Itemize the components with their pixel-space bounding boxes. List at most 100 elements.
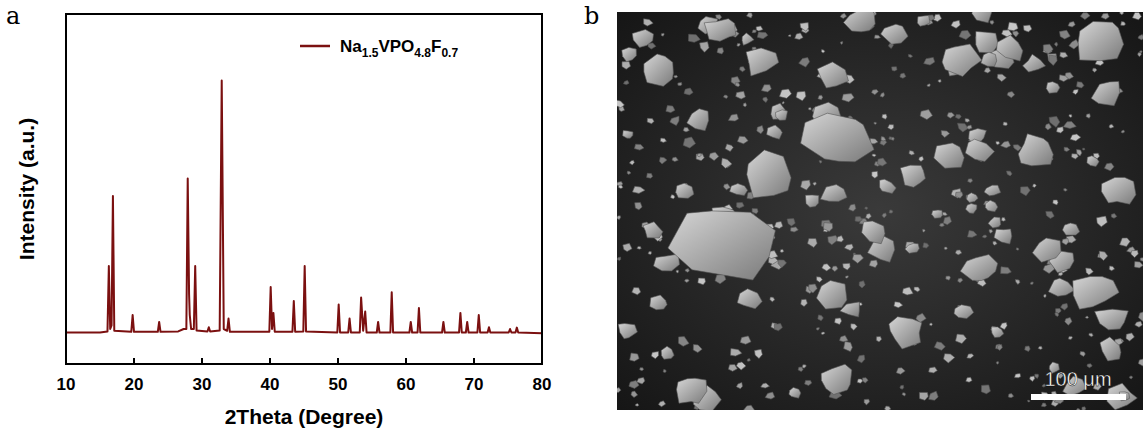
- particle: [676, 183, 694, 198]
- particle: [1101, 177, 1136, 204]
- particle: [1109, 124, 1114, 128]
- particle: [723, 95, 728, 99]
- particle: [840, 13, 846, 18]
- particle: [863, 378, 869, 383]
- particle: [1030, 282, 1033, 285]
- particle: [623, 131, 633, 139]
- particle: [654, 254, 680, 271]
- particle: [819, 161, 822, 164]
- particle: [1038, 346, 1042, 349]
- particle: [736, 382, 742, 388]
- particle: [1013, 31, 1019, 37]
- particle: [1028, 400, 1030, 402]
- particle: [929, 391, 939, 400]
- particle: [805, 380, 812, 385]
- particle: [623, 243, 632, 251]
- particle: [663, 370, 666, 373]
- particle: [737, 289, 762, 309]
- particle: [1104, 163, 1114, 171]
- particle: [900, 385, 904, 389]
- particle: [709, 152, 719, 160]
- figure: 10203040506070802Theta (Degree)Intensity…: [0, 0, 1144, 447]
- particle: [1016, 248, 1019, 251]
- particle: [725, 144, 733, 152]
- particle: [631, 391, 638, 397]
- plot-data: [66, 81, 542, 334]
- particle: [676, 270, 679, 273]
- particle: [780, 249, 784, 252]
- particle: [752, 209, 758, 214]
- x-tick: [473, 358, 475, 364]
- particle: [1093, 68, 1098, 72]
- particle: [1060, 52, 1068, 58]
- particle: [1033, 184, 1037, 187]
- particle: [1120, 12, 1124, 15]
- particle: [661, 346, 674, 359]
- particle: [630, 353, 639, 361]
- particle: [1003, 122, 1007, 126]
- particle: [1085, 316, 1088, 318]
- particle: [1129, 376, 1132, 379]
- particle: [1087, 156, 1099, 167]
- particle: [960, 255, 997, 281]
- particle: [1000, 323, 1007, 330]
- particle: [799, 58, 810, 68]
- panel-letter: b: [584, 2, 599, 30]
- particle: [634, 144, 644, 150]
- particle: [817, 281, 847, 310]
- particle: [1070, 134, 1081, 141]
- particle: [947, 113, 955, 119]
- particle: [967, 125, 972, 129]
- particle: [715, 274, 726, 284]
- particle: [697, 153, 701, 157]
- particle: [843, 263, 851, 270]
- particle: [939, 223, 944, 227]
- particle: [880, 179, 897, 193]
- particle: [1091, 81, 1119, 105]
- x-tick: [337, 358, 339, 364]
- particle: [1045, 124, 1051, 130]
- particle: [1025, 346, 1031, 352]
- particle: [857, 379, 863, 383]
- particle: [1134, 262, 1143, 268]
- particle: [1063, 223, 1080, 235]
- particle: [685, 279, 690, 282]
- particle: [747, 13, 753, 18]
- particle: [670, 116, 679, 125]
- y-axis-title: Intensity (a.u.): [15, 118, 38, 260]
- particle: [629, 160, 634, 165]
- particle: [651, 352, 658, 359]
- x-tick: [269, 358, 271, 364]
- particle: [767, 125, 783, 139]
- particle: [744, 405, 755, 410]
- particle: [1055, 42, 1058, 46]
- particle: [959, 30, 971, 39]
- particle: [1007, 92, 1015, 98]
- particle: [849, 204, 856, 211]
- particle: [993, 241, 997, 245]
- particle: [821, 50, 825, 53]
- particle: [866, 214, 872, 219]
- particle: [923, 229, 926, 232]
- particle: [1082, 407, 1086, 410]
- x-tick-label: 60: [397, 375, 416, 394]
- particle: [821, 364, 852, 394]
- particle: [1073, 277, 1119, 310]
- particle: [740, 67, 746, 72]
- particle: [808, 239, 818, 248]
- particle: [862, 221, 885, 244]
- particle: [989, 229, 993, 233]
- particle: [668, 211, 776, 280]
- particle: [818, 315, 824, 321]
- particle: [941, 131, 950, 138]
- particle: [934, 143, 964, 168]
- particle: [822, 264, 831, 271]
- particle: [817, 328, 820, 331]
- particle: [1068, 336, 1072, 339]
- particle: [1138, 34, 1143, 40]
- particle: [756, 26, 763, 31]
- particle: [1007, 171, 1013, 176]
- particle: [742, 33, 754, 45]
- particle: [1095, 309, 1129, 330]
- particle: [981, 385, 990, 394]
